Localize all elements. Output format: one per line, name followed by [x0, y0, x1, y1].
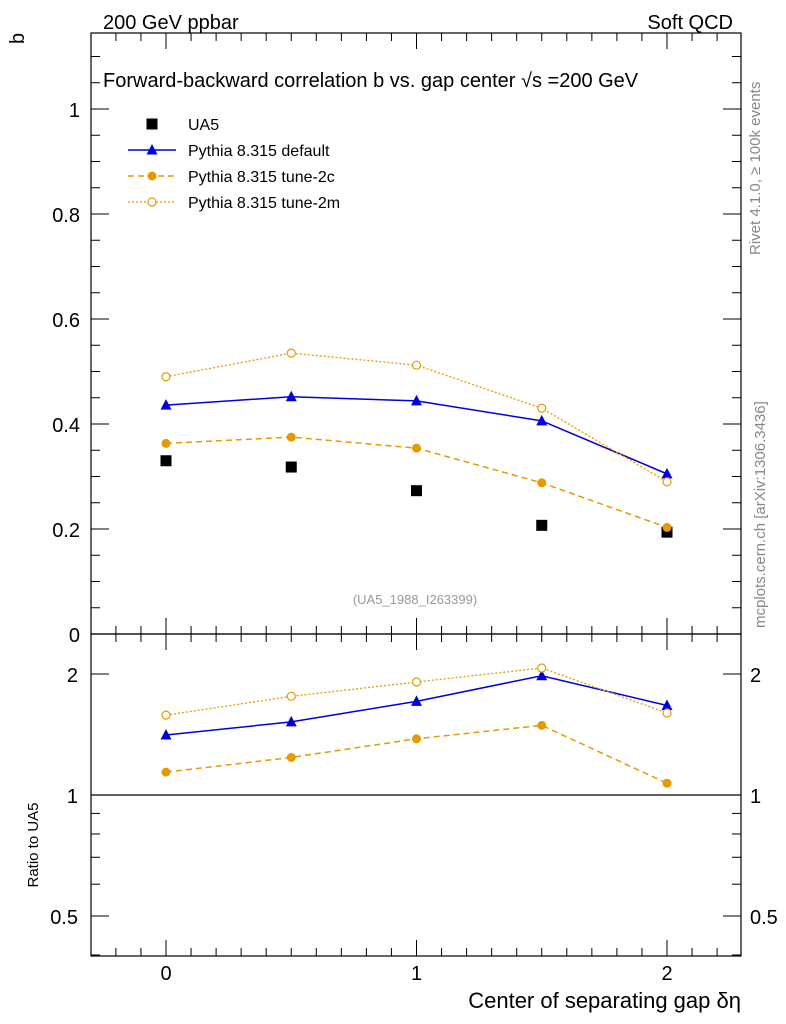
series-line: [165, 352, 668, 483]
data-point: [661, 467, 673, 479]
x-tick-label: 0: [160, 963, 171, 985]
mcplots-label: mcplots.cern.ch [arXiv:1306.3436]: [752, 401, 769, 628]
data-point: [161, 372, 171, 382]
legend-marker: [147, 197, 157, 207]
axis-ticks: [91, 33, 741, 956]
tick-labels: 0 0.2 0.4 0.6 0.8 1 0 1 2 0.5 1 2 0.5 1 2: [50, 100, 778, 985]
ratio-point: [537, 663, 547, 673]
ratio-pythia-8-315-default: [160, 669, 673, 740]
ratio-point: [286, 691, 296, 701]
header-right: Soft QCD: [647, 12, 733, 34]
main-series: [160, 348, 673, 538]
ratio-point: [412, 734, 421, 744]
ratio-point: [662, 708, 672, 718]
ratio-point: [161, 767, 171, 777]
data-point: [160, 399, 172, 410]
legend-marker: [146, 144, 158, 155]
data-point: [536, 414, 548, 426]
ratio-point: [662, 778, 672, 788]
ratio-point: [536, 669, 548, 681]
x-axis-label-main: Center of separating gap: [468, 988, 710, 1013]
plot-title-energy: =200 GeV: [548, 70, 639, 92]
data-point: [537, 478, 547, 488]
ratio-point: [286, 752, 296, 762]
data-point: [160, 455, 172, 467]
ratio-tick-label-left: 1: [67, 786, 78, 808]
ratio-point: [160, 729, 172, 740]
legend: UA5 Pythia 8.315 default Pythia 8.315 tune…: [128, 117, 340, 212]
legend-entry: UA5: [146, 117, 219, 134]
ratio-axis-label: Ratio to UA5: [25, 802, 42, 887]
data-point: [161, 438, 171, 448]
data-point: [662, 477, 672, 487]
series-pythia-8-315-tune-2m: [161, 348, 672, 487]
legend-entry: Pythia 8.315 tune-2m: [128, 195, 340, 212]
ratio-tick-label-left: 2: [67, 665, 78, 687]
analysis-id: (UA5_1988_I263399): [353, 592, 477, 607]
legend-label: Pythia 8.315 default: [188, 143, 330, 160]
data-point: [411, 394, 422, 406]
legend-marker: [147, 171, 157, 181]
ratio-point: [661, 699, 673, 710]
data-point: [536, 519, 548, 531]
x-tick-label: 2: [661, 963, 672, 985]
ratio-tick-label-left: 0.5: [50, 907, 78, 929]
y-tick-label: 0.6: [52, 310, 80, 332]
legend-entry: Pythia 8.315 default: [128, 143, 330, 160]
y-tick-label: 0: [69, 625, 80, 647]
legend-entry: Pythia 8.315 tune-2c: [128, 169, 335, 186]
data-point: [286, 348, 296, 358]
ratio-pythia-8-315-tune-2c: [161, 720, 672, 788]
ratio-tick-label-right: 1: [750, 786, 761, 808]
y-tick-label: 0.4: [52, 415, 80, 437]
ratio-point: [537, 720, 547, 730]
ratio-tick-label-right: 2: [750, 665, 761, 687]
data-point: [285, 461, 297, 473]
rivet-label: Rivet 4.1.0, ≥ 100k events: [747, 82, 764, 255]
data-point: [411, 485, 422, 497]
x-axis-label: Center of separating gap δη: [468, 988, 741, 1013]
y-axis-label: b: [7, 33, 29, 44]
ratio-tick-label-right: 0.5: [750, 907, 778, 929]
x-axis-label-symbol: δη: [717, 988, 741, 1013]
ratio-point: [285, 715, 297, 727]
series-ua5: [160, 455, 673, 538]
legend-label: Pythia 8.315 tune-2m: [188, 195, 340, 212]
series-line: [165, 395, 668, 475]
x-tick-label: 1: [411, 963, 422, 985]
data-point: [285, 390, 297, 402]
plot-title: Forward-backward correlation b vs. gap c…: [103, 70, 639, 92]
ratio-series: [160, 663, 673, 788]
ratio-point: [411, 695, 422, 706]
y-tick-label: 1: [69, 100, 80, 122]
legend-label: Pythia 8.315 tune-2c: [188, 169, 335, 186]
plot-title-sqrt: √s: [521, 70, 542, 92]
header-left: 200 GeV ppbar: [103, 12, 239, 34]
ratio-point: [161, 710, 171, 720]
y-tick-label: 0.8: [52, 205, 80, 227]
ratio-pythia-8-315-tune-2m: [161, 663, 672, 720]
data-point: [661, 526, 673, 538]
ratio-line: [165, 724, 668, 784]
plot-title-main: Forward-backward correlation b vs. gap c…: [103, 70, 516, 92]
legend-marker: [146, 118, 158, 130]
ratio-line: [165, 667, 668, 716]
data-point: [411, 360, 422, 370]
series-pythia-8-315-default: [160, 390, 673, 479]
data-point: [286, 432, 296, 442]
data-point: [537, 403, 547, 413]
data-point: [412, 443, 421, 453]
series-pythia-8-315-tune-2c: [161, 432, 672, 532]
y-tick-label: 0.2: [52, 520, 80, 542]
data-point: [662, 522, 672, 532]
legend-label: UA5: [188, 117, 219, 134]
ratio-point: [411, 677, 422, 687]
